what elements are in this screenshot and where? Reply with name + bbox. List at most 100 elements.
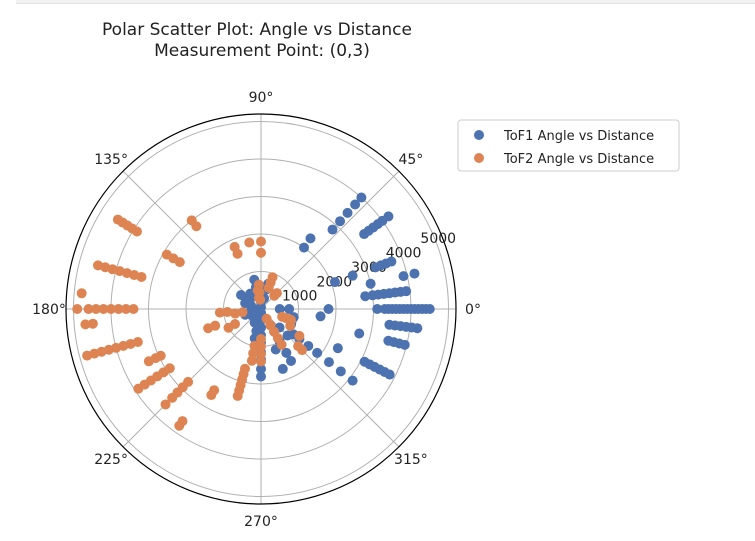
tof1-point [281,347,292,358]
tof1-point [360,291,371,302]
tof2-point [91,304,101,314]
tof1-point [256,364,266,374]
tof1-point [236,290,247,301]
scatter-points [72,192,435,431]
tof2-point [230,308,241,319]
tof1-point [299,242,310,253]
tof1-point [350,199,361,210]
tof2-point [83,304,94,314]
tof1-point [277,363,288,374]
tof1-point [240,298,251,309]
tof1-point [359,229,370,240]
tof2-point [285,314,296,325]
tof1-point [286,355,296,366]
angle-tick-label: 270° [244,514,278,530]
radius-tick-label: 5000 [420,231,456,247]
legend-label-tof1: ToF1 Angle vs Distance [503,129,654,144]
tof2-point [239,363,250,374]
tof1-point [379,304,390,314]
angle-gridline [260,170,400,310]
tof1-point [284,304,295,314]
tof1-point [274,304,285,314]
tof2-point [248,348,259,359]
tof2-point [160,399,171,410]
tof2-point [263,282,274,293]
tof2-point [191,221,202,232]
tof1-point [409,268,420,279]
tof2-point [256,349,266,359]
window-top-strip [16,0,755,4]
tof1-point [323,304,334,314]
polar-tick-labels: 0°45°90°135°180°225°270°315°100020003000… [32,90,481,530]
tof2-point [294,330,305,341]
tof1-point [315,311,326,322]
tof2-point [214,307,225,318]
tof2-point [136,271,147,282]
tof2-point [237,307,248,318]
tof1-point [347,375,358,386]
radius-tick-label: 4000 [386,246,422,262]
legend-marker-tof1 [474,130,484,140]
angle-tick-label: 180° [32,302,66,318]
tof2-point [87,318,98,329]
radius-tick-label: 1000 [282,289,318,305]
tof2-point [209,385,220,396]
tof1-point [367,290,378,301]
angle-gridline [122,170,262,310]
angle-gridline [260,308,400,448]
tof2-point [183,376,194,387]
tof2-point [256,356,266,367]
tof1-point [305,233,316,244]
angle-gridline [122,308,262,448]
radius-gridline [185,233,337,385]
tof2-point [232,248,243,259]
tof1-point [370,262,381,273]
angle-tick-label: 0° [465,302,481,318]
tof2-point [256,236,266,247]
legend-frame [457,119,680,172]
tof1-point [256,371,266,382]
tof2-point [113,304,124,314]
angle-tick-label: 90° [249,90,274,106]
tof2-point [276,339,287,350]
tof1-point [246,310,257,321]
tof1-point [372,304,383,314]
tof2-point [230,319,241,329]
tof2-point [256,247,266,258]
tof2-point [132,336,143,347]
tof2-point [155,350,166,361]
tof1-point [332,343,343,354]
tof2-point [98,304,109,314]
tof1-point [347,270,358,281]
tof1-point [335,216,346,227]
legend-label-tof2: ToF2 Angle vs Distance [503,152,654,167]
tof2-point [76,288,87,299]
tof2-point [246,355,257,366]
chart-subtitle: Measurement Point: (0,3) [154,41,370,61]
tof2-point [121,304,131,314]
tof2-point [244,237,255,248]
angle-tick-label: 225° [94,452,128,468]
tof2-point [106,304,116,314]
tof2-point [256,334,266,344]
tof1-point [356,192,367,203]
tof2-point [128,304,139,314]
tof1-point [330,277,341,288]
tof2-point [174,257,185,268]
legend: ToF1 Angle vs Distance ToF2 Angle vs Dis… [457,119,680,172]
tof2-point [252,285,263,296]
tof2-point [210,320,221,331]
legend-marker-tof2 [474,153,484,163]
polar-frame [65,113,457,505]
angle-tick-label: 135° [94,152,128,168]
tof2-point [177,416,188,427]
tof2-point [222,306,233,317]
tof1-point [323,357,334,368]
tof1-point [312,347,323,358]
tof2-point [80,319,91,330]
tof1-point [384,319,395,330]
tof2-point [254,292,265,303]
angle-tick-label: 45° [398,152,423,168]
tof2-point [271,288,282,299]
angle-tick-label: 315° [394,452,428,468]
